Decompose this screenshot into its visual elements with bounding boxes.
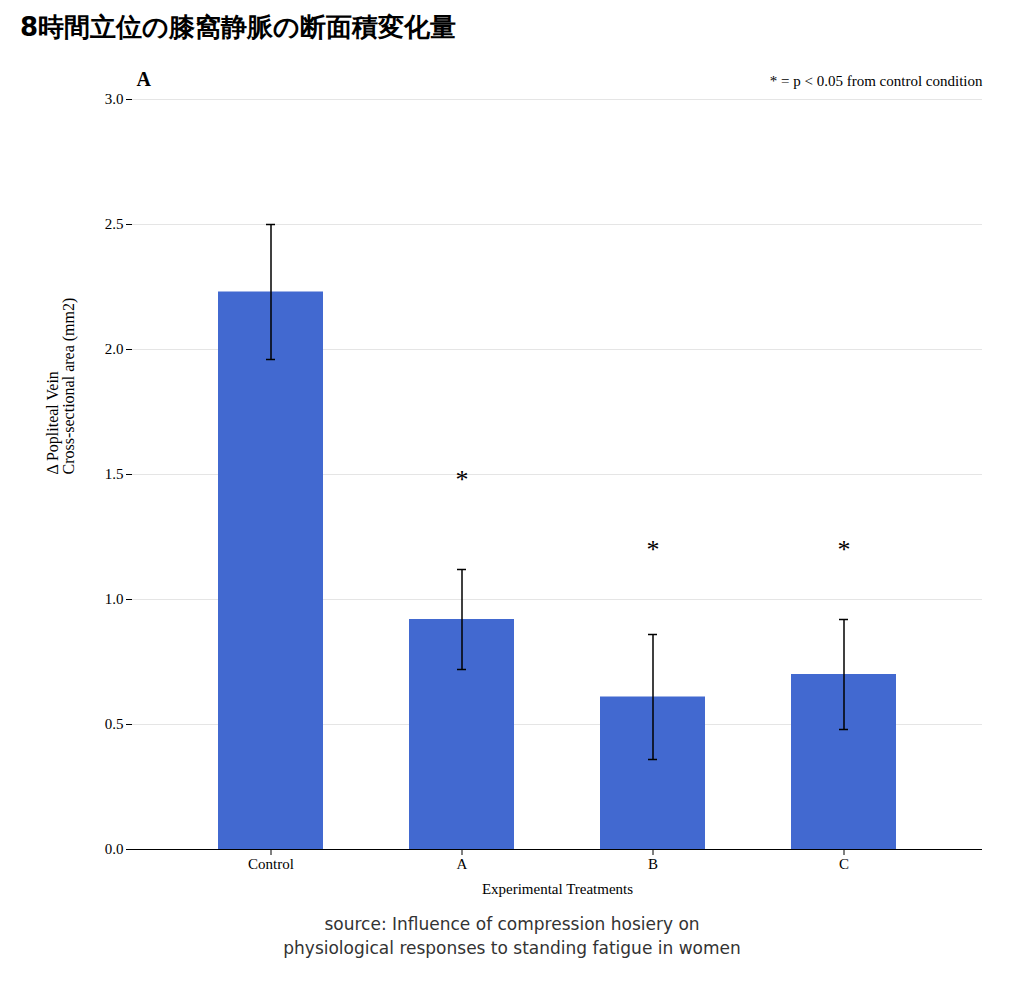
- svg-text:2.0: 2.0: [105, 341, 124, 357]
- svg-text:C: C: [839, 856, 849, 872]
- svg-text:Δ Popliteal VeinCross-sectiona: Δ Popliteal VeinCross-sectional area (mm…: [44, 298, 78, 475]
- svg-text:Control: Control: [248, 856, 294, 872]
- svg-text:2.5: 2.5: [105, 216, 124, 232]
- svg-text:* = p < 0.05 from control cond: * = p < 0.05 from control condition: [770, 73, 983, 89]
- svg-text:A: A: [137, 68, 152, 90]
- svg-text:0.0: 0.0: [105, 841, 124, 857]
- svg-text:*: *: [456, 465, 469, 494]
- svg-text:*: *: [647, 535, 660, 564]
- svg-text:1.0: 1.0: [105, 591, 124, 607]
- html-text:8時間立位の膝窩静脈の断面積変化量: 8時間立位の膝窩静脈の断面積変化量: [20, 12, 457, 42]
- svg-text:1.5: 1.5: [105, 466, 124, 482]
- svg-text:A: A: [457, 856, 468, 872]
- svg-text:B: B: [648, 856, 658, 872]
- html-text:physiological responses to sta: physiological responses to standing fati…: [283, 937, 741, 958]
- svg-text:Experimental Treatments: Experimental Treatments: [482, 881, 633, 897]
- html-text:source: Influence of compressi: source: Influence of compression hosiery…: [324, 914, 700, 934]
- svg-text:*: *: [838, 535, 851, 564]
- svg-text:3.0: 3.0: [105, 91, 124, 107]
- svg-text:0.5: 0.5: [105, 716, 124, 732]
